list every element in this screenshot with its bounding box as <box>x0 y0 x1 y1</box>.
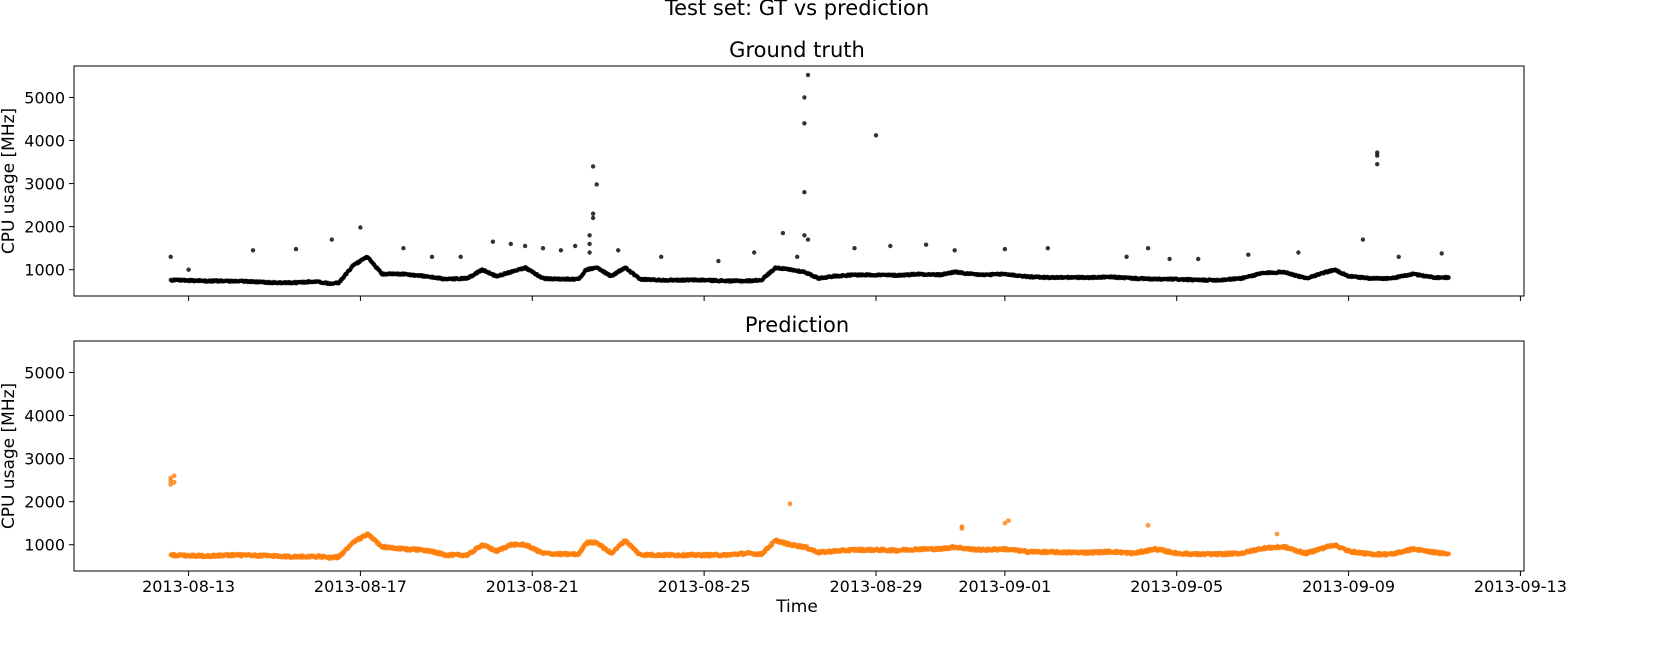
x-tick-label: 2013-08-17 <box>314 577 407 596</box>
outlier-point <box>168 254 173 259</box>
ground-truth-ylabel: CPU usage [MHz] <box>0 108 19 254</box>
outlier-point <box>1375 162 1380 167</box>
outlier-point <box>522 243 528 249</box>
outlier-point <box>429 254 435 259</box>
outlier-point <box>802 95 807 100</box>
y-tick-label: 4000 <box>24 407 65 426</box>
y-tick-label: 3000 <box>24 175 65 194</box>
x-tick-label: 2013-09-09 <box>1302 577 1395 596</box>
x-tick-label: 2013-09-13 <box>1474 577 1567 596</box>
outlier-point <box>1045 246 1051 251</box>
ground-truth-points <box>168 72 1451 287</box>
outlier-point <box>873 133 879 138</box>
outlier-point <box>540 246 546 251</box>
outlier-point <box>587 250 592 255</box>
outlier-point <box>329 237 334 242</box>
outlier-point <box>587 241 592 247</box>
outlier-point <box>1396 254 1401 259</box>
outlier-point <box>716 258 721 264</box>
x-tick-label: 2013-08-21 <box>486 577 579 596</box>
prediction-ylabel: CPU usage [MHz] <box>0 383 19 529</box>
outlier-point <box>186 267 191 272</box>
outlier-point <box>590 211 596 216</box>
ground-truth-title: Ground truth <box>729 38 865 62</box>
outlier-point <box>952 248 957 253</box>
x-tick-label: 2013-08-29 <box>829 577 922 596</box>
outlier-point <box>573 243 578 249</box>
outlier-point <box>1296 250 1301 255</box>
outlier-point <box>401 246 406 251</box>
outlier-point <box>1167 256 1172 262</box>
outlier-point <box>587 233 592 238</box>
outlier-point <box>616 248 621 253</box>
x-tick-label: 2013-09-05 <box>1130 577 1223 596</box>
outlier-point <box>293 246 299 252</box>
outlier-point <box>490 239 496 244</box>
y-tick-label: 3000 <box>24 450 65 469</box>
outlier-point <box>888 243 893 249</box>
outlier-point <box>802 190 807 195</box>
outlier-point <box>852 246 857 251</box>
data-point <box>1446 275 1451 280</box>
outlier-point <box>805 72 811 78</box>
outlier-point <box>1006 518 1011 523</box>
data-point <box>1446 551 1452 556</box>
outlier-point <box>171 479 177 485</box>
outlier-point <box>1145 522 1151 528</box>
outlier-point <box>558 248 564 253</box>
outlier-point <box>795 254 800 259</box>
y-tick-label: 2000 <box>24 218 65 237</box>
x-tick-label: 2013-09-01 <box>958 577 1051 596</box>
y-tick-label: 1000 <box>24 261 65 280</box>
outlier-point <box>802 233 807 238</box>
outlier-point <box>590 215 596 221</box>
outlier-point <box>594 182 599 187</box>
prediction-title: Prediction <box>745 313 849 337</box>
outlier-point <box>508 241 513 247</box>
ground-truth-panel: Ground truth CPU usage [MHz] 1000 2000 300… <box>0 38 1525 301</box>
outlier-point <box>1124 254 1129 259</box>
outlier-point <box>805 237 811 242</box>
outlier-point <box>752 250 757 255</box>
outlier-point <box>1375 150 1380 155</box>
outlier-point <box>458 254 463 259</box>
outlier-point <box>1196 256 1201 262</box>
outlier-point <box>358 225 363 230</box>
outlier-point <box>1360 237 1366 242</box>
outlier-point <box>787 501 793 507</box>
outlier-point <box>1145 246 1151 251</box>
y-tick-label: 4000 <box>24 132 65 151</box>
outlier-point <box>802 121 807 126</box>
outlier-point <box>171 473 177 479</box>
x-tick-label: 2013-08-13 <box>142 577 235 596</box>
outlier-point <box>1002 246 1008 252</box>
outlier-point <box>1274 531 1280 537</box>
y-tick-label: 5000 <box>24 88 65 107</box>
x-tick-label: 2013-08-25 <box>658 577 751 596</box>
outlier-point <box>923 242 929 247</box>
outlier-point <box>1439 251 1444 256</box>
y-tick-label: 2000 <box>24 493 65 512</box>
outlier-point <box>1246 252 1251 257</box>
figure-title: Test set: GT vs prediction <box>664 0 929 20</box>
x-axis-label: Time <box>775 597 818 617</box>
outlier-point <box>780 230 786 236</box>
y-tick-label: 1000 <box>24 536 65 555</box>
outlier-point <box>250 248 256 253</box>
outlier-point <box>959 524 965 529</box>
outlier-point <box>590 164 596 169</box>
y-tick-label: 5000 <box>24 363 65 382</box>
outlier-point <box>659 254 664 259</box>
